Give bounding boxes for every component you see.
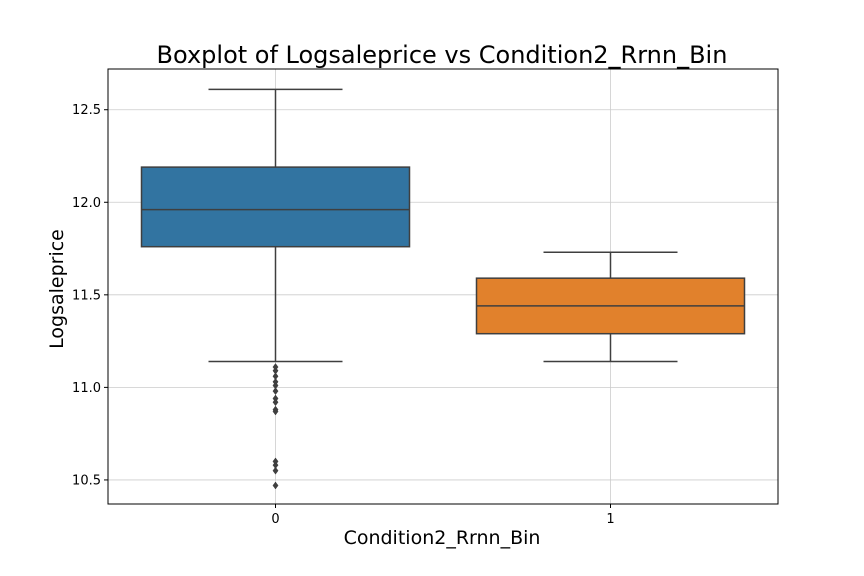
x-tick-label: 1	[606, 512, 614, 527]
outlier-point	[272, 466, 279, 475]
y-tick-label: 12.5	[72, 103, 101, 118]
y-tick-label: 11.0	[72, 381, 101, 396]
y-tick-label: 11.5	[72, 288, 101, 303]
outlier-point	[272, 481, 279, 490]
y-axis-label: Logsaleprice	[46, 229, 68, 349]
outlier-point	[272, 387, 279, 396]
box-group-1	[475, 251, 746, 363]
x-axis-label: Condition2_Rrnn_Bin	[344, 527, 541, 549]
outlier-point	[272, 407, 279, 416]
x-tick-label: 0	[271, 512, 279, 527]
chart-title: Boxplot of Logsaleprice vs Condition2_Rr…	[157, 41, 728, 69]
box-group-0	[140, 88, 411, 490]
plot-frame	[107, 68, 779, 505]
y-tick-label: 12.0	[72, 196, 101, 211]
y-tick-label: 10.5	[72, 473, 101, 488]
iqr-box	[140, 166, 411, 248]
